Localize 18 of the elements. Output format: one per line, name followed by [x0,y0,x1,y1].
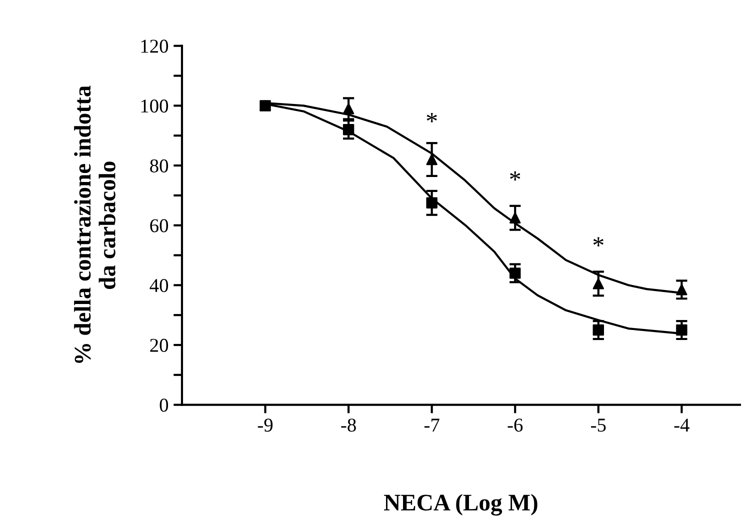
x-tick-label: -5 [591,418,606,432]
y-tick-label: 20 [150,338,168,352]
x-axis-title: NECA (Log M) [384,494,538,516]
x-tick-label: -4 [674,418,690,432]
y-tick-label: 0 [160,398,168,412]
x-tick-label: -9 [258,418,273,432]
annotation: * [593,237,604,246]
annotation: * [426,113,437,122]
y-axis-title: % della contrazione indotta da carbacolo [74,86,116,363]
annotation: * [510,171,520,181]
x-tick-label: -7 [424,418,440,432]
x-tick-label: -8 [341,418,356,432]
y-tick-label: 40 [150,278,168,292]
y-tick-label: 100 [141,99,168,113]
y-tick-label: 120 [141,40,168,53]
y-tick-label: 60 [150,219,168,232]
y-tick-label: 80 [150,159,168,172]
x-tick-label: -6 [508,418,523,432]
